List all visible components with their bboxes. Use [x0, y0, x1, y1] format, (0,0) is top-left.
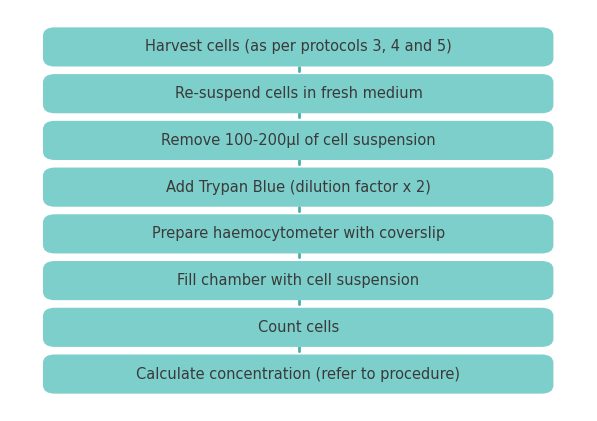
Text: Count cells: Count cells: [258, 320, 339, 335]
Text: Harvest cells (as per protocols 3, 4 and 5): Harvest cells (as per protocols 3, 4 and…: [145, 40, 452, 54]
Text: Re-suspend cells in fresh medium: Re-suspend cells in fresh medium: [174, 86, 423, 101]
FancyBboxPatch shape: [43, 168, 553, 207]
Text: Prepare haemocytometer with coverslip: Prepare haemocytometer with coverslip: [152, 226, 445, 241]
Text: Remove 100-200µl of cell suspension: Remove 100-200µl of cell suspension: [161, 133, 436, 148]
Text: Calculate concentration (refer to procedure): Calculate concentration (refer to proced…: [137, 367, 460, 381]
FancyBboxPatch shape: [43, 261, 553, 300]
FancyBboxPatch shape: [43, 308, 553, 347]
FancyBboxPatch shape: [43, 27, 553, 67]
FancyBboxPatch shape: [43, 214, 553, 253]
FancyBboxPatch shape: [43, 354, 553, 394]
FancyBboxPatch shape: [43, 121, 553, 160]
Text: Add Trypan Blue (dilution factor x 2): Add Trypan Blue (dilution factor x 2): [166, 180, 431, 195]
Text: Fill chamber with cell suspension: Fill chamber with cell suspension: [177, 273, 420, 288]
FancyBboxPatch shape: [43, 74, 553, 113]
